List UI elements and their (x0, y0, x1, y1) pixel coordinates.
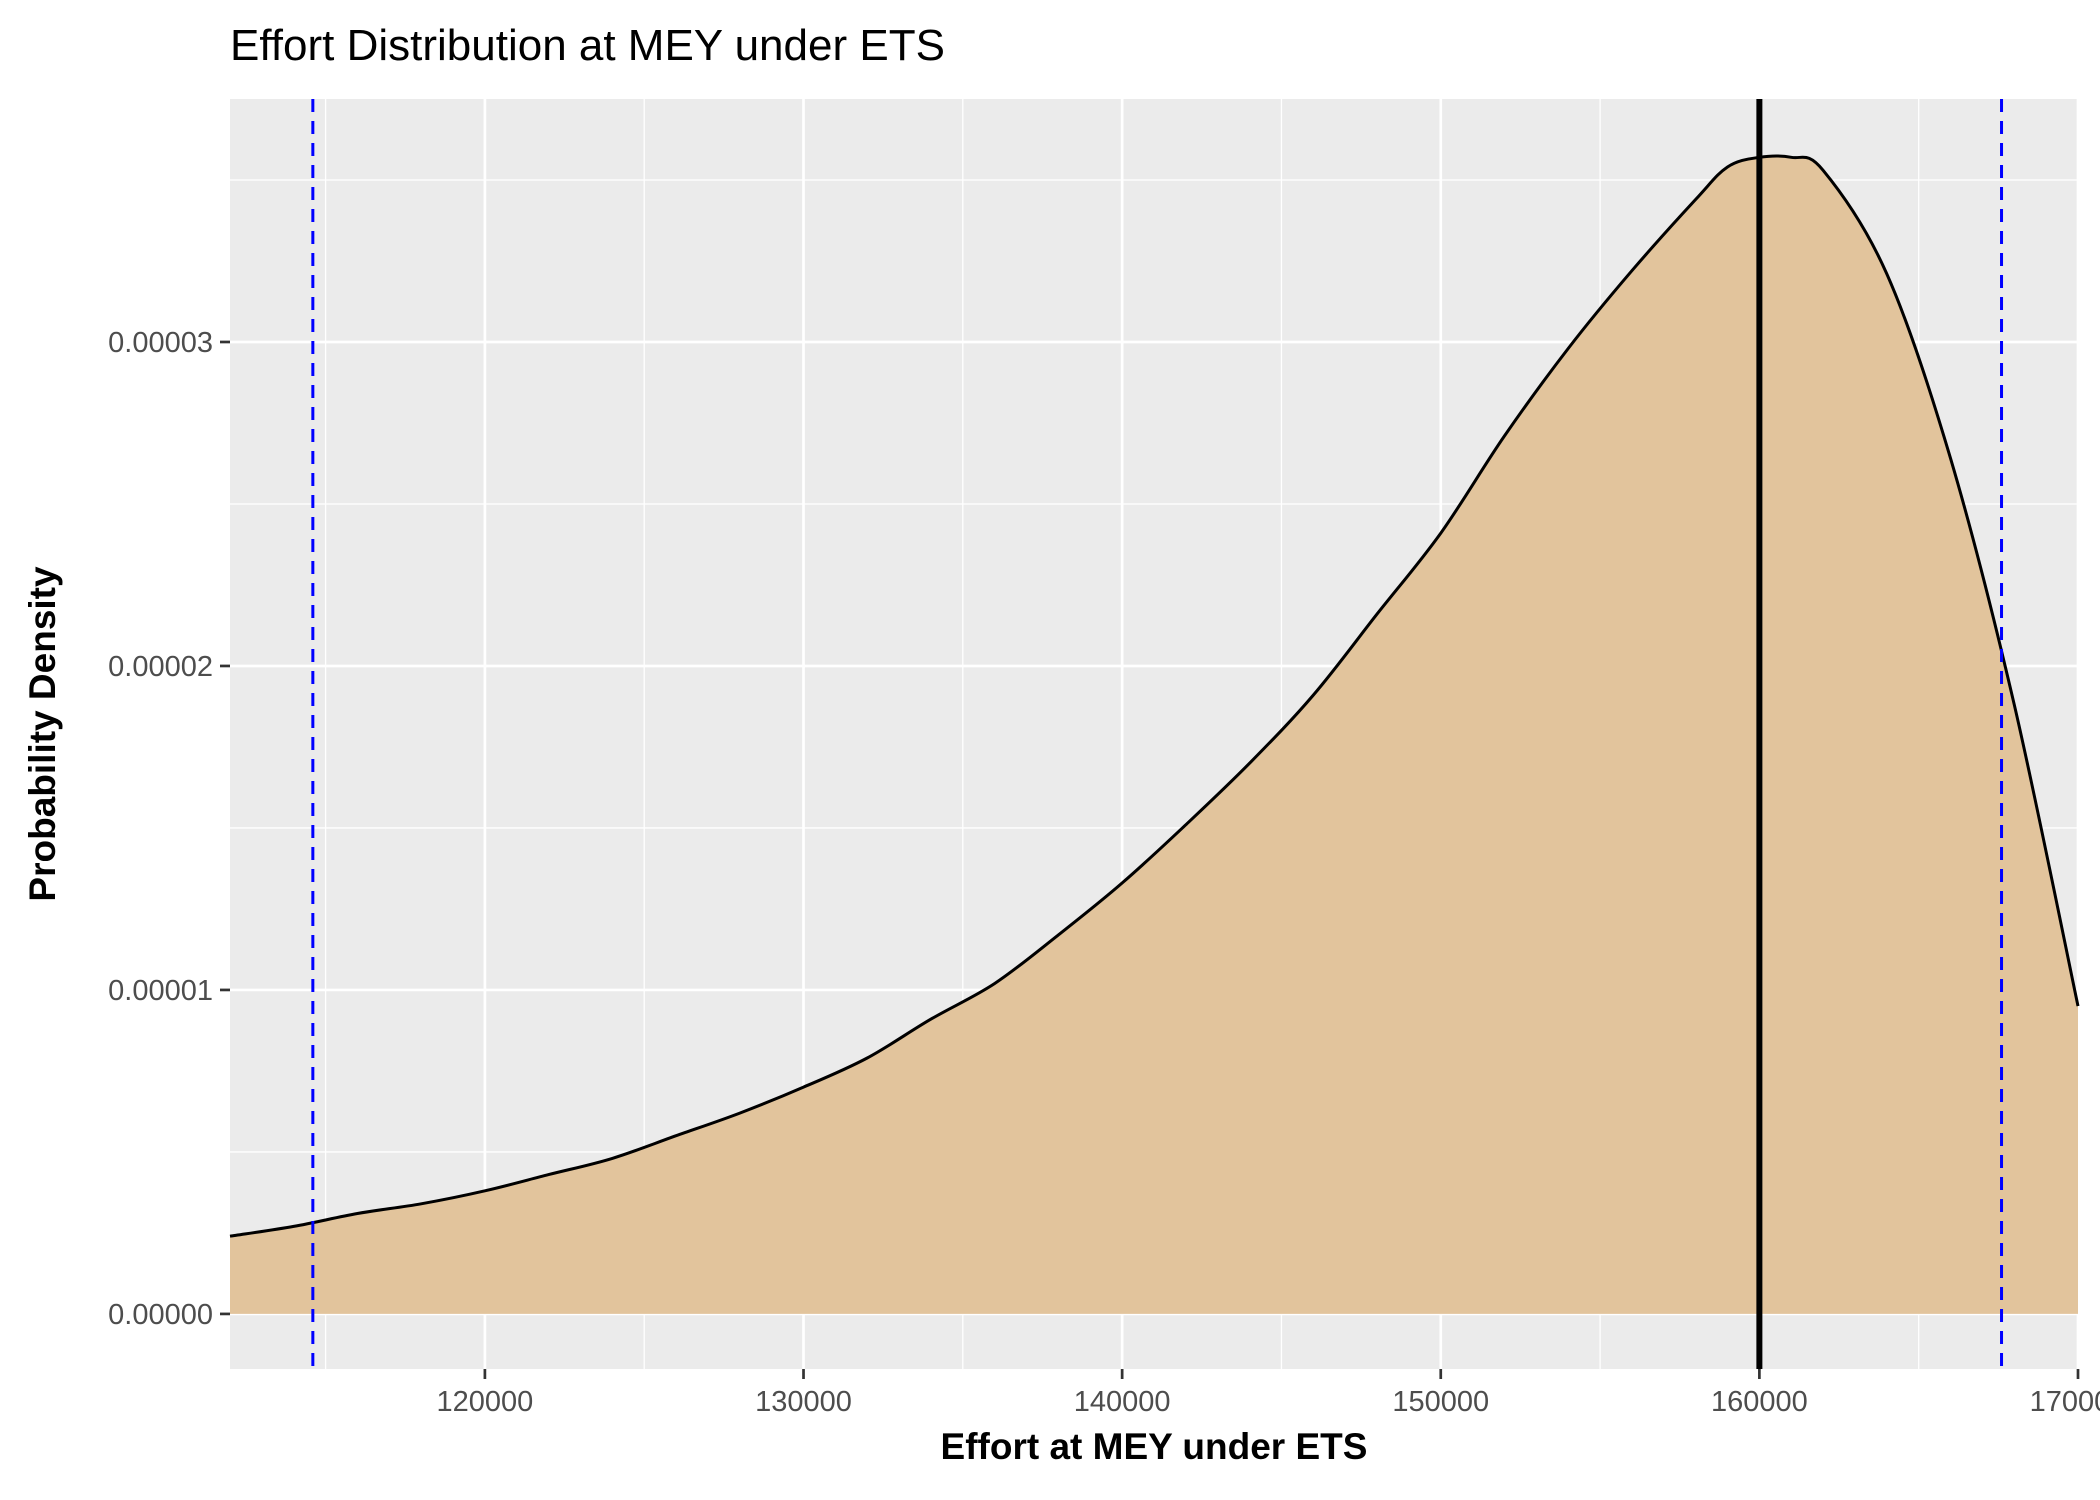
y-tick-label: 0.00003 (108, 327, 213, 359)
y-axis: 0.00000 0.00001 0.00002 0.00003 (108, 327, 230, 1331)
x-tick-label: 160000 (1711, 1386, 1808, 1418)
x-tick-label: 140000 (1074, 1386, 1171, 1418)
y-tick-label: 0.00001 (108, 975, 213, 1007)
interval-lines (311, 99, 2004, 1369)
chart-title: Effort Distribution at MEY under ETS (230, 21, 945, 70)
density-area (230, 155, 2078, 1314)
y-axis-title: Probability Density (22, 566, 63, 902)
x-axis-title: Effort at MEY under ETS (941, 1426, 1368, 1467)
density-line (229, 154, 2080, 1238)
x-tick-label: 130000 (755, 1386, 852, 1418)
y-tick-label: 0.00000 (108, 1299, 213, 1331)
x-tick-label: 170000 (2030, 1386, 2100, 1418)
x-tick-label: 150000 (1392, 1386, 1489, 1418)
y-tick-label: 0.00002 (108, 651, 213, 683)
x-tick-label: 120000 (437, 1386, 534, 1418)
x-axis: 120000 130000 140000 150000 160000 170000 (437, 1369, 2100, 1418)
